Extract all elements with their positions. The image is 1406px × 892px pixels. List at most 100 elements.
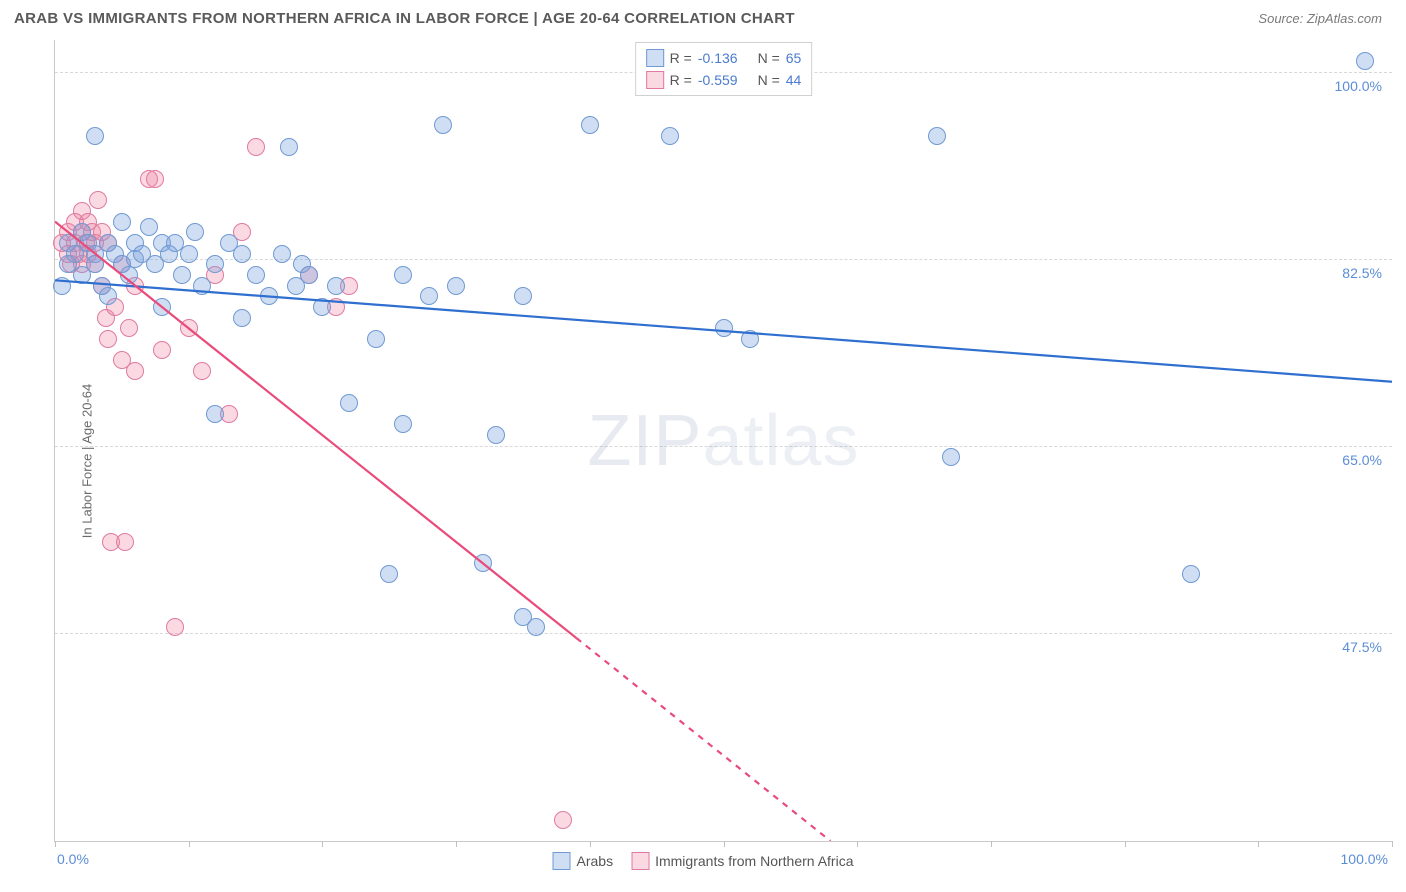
data-point-arabs [86,255,104,273]
data-point-arabs [1356,52,1374,70]
data-point-arabs [53,277,71,295]
r-label: R = [670,72,692,88]
data-point-arabs [140,218,158,236]
data-point-arabs [193,277,211,295]
data-point-arabs [928,127,946,145]
data-point-arabs [247,266,265,284]
x-tick-label-min: 0.0% [57,851,89,867]
data-point-immigrants [146,170,164,188]
source-value: ZipAtlas.com [1307,11,1382,26]
data-point-arabs [153,298,171,316]
legend-row-arabs: R = -0.136 N = 65 [646,47,802,69]
x-tick [857,841,858,847]
data-point-arabs [447,277,465,295]
data-point-arabs [280,138,298,156]
x-tick [322,841,323,847]
n-label: N = [758,50,780,66]
source-attribution: Source: ZipAtlas.com [1258,11,1382,26]
x-tick [189,841,190,847]
swatch-arabs [646,49,664,67]
y-tick-label: 100.0% [1333,78,1384,94]
series-legend: Arabs Immigrants from Northern Africa [553,852,854,870]
gridline [55,633,1392,634]
data-point-arabs [233,309,251,327]
data-point-arabs [394,266,412,284]
data-point-arabs [120,266,138,284]
legend-item-immigrants: Immigrants from Northern Africa [631,852,853,870]
data-point-arabs [420,287,438,305]
data-point-arabs [300,266,318,284]
data-point-immigrants [166,618,184,636]
data-point-arabs [206,405,224,423]
data-point-arabs [514,287,532,305]
data-point-arabs [327,277,345,295]
data-point-arabs [715,319,733,337]
x-tick [590,841,591,847]
data-point-arabs [487,426,505,444]
legend-row-immigrants: R = -0.559 N = 44 [646,69,802,91]
x-tick [55,841,56,847]
data-point-arabs [180,245,198,263]
n-label: N = [758,72,780,88]
x-tick [724,841,725,847]
y-tick-label: 65.0% [1340,452,1384,468]
swatch-immigrants [631,852,649,870]
data-point-arabs [340,394,358,412]
data-point-arabs [260,287,278,305]
n-value-immigrants: 44 [786,72,802,88]
plot-area: ZIPatlas R = -0.136 N = 65 R = -0.559 N … [54,40,1392,842]
data-point-arabs [206,255,224,273]
data-point-arabs [581,116,599,134]
data-point-arabs [186,223,204,241]
y-tick-label: 47.5% [1340,639,1384,655]
data-point-immigrants [89,191,107,209]
data-point-arabs [367,330,385,348]
swatch-arabs [553,852,571,870]
x-tick [1258,841,1259,847]
trend-lines [55,40,1392,841]
gridline [55,259,1392,260]
data-point-arabs [514,608,532,626]
trend-line [576,638,830,841]
y-tick-label: 82.5% [1340,265,1384,281]
chart-container: In Labor Force | Age 20-64 ZIPatlas R = … [14,40,1392,882]
data-point-arabs [661,127,679,145]
data-point-arabs [273,245,291,263]
data-point-arabs [113,213,131,231]
x-tick [991,841,992,847]
legend-item-arabs: Arabs [553,852,614,870]
data-point-arabs [233,245,251,263]
data-point-immigrants [99,330,117,348]
data-point-arabs [434,116,452,134]
data-point-arabs [99,287,117,305]
data-point-arabs [942,448,960,466]
data-point-immigrants [180,319,198,337]
chart-title: ARAB VS IMMIGRANTS FROM NORTHERN AFRICA … [14,10,795,27]
data-point-immigrants [193,362,211,380]
data-point-arabs [86,127,104,145]
gridline [55,446,1392,447]
data-point-immigrants [554,811,572,829]
data-point-arabs [173,266,191,284]
legend-label-arabs: Arabs [577,853,614,869]
x-tick [456,841,457,847]
r-value-arabs: -0.136 [698,50,738,66]
legend-label-immigrants: Immigrants from Northern Africa [655,853,853,869]
data-point-arabs [474,554,492,572]
r-value-immigrants: -0.559 [698,72,738,88]
n-value-arabs: 65 [786,50,802,66]
x-tick [1392,841,1393,847]
correlation-legend: R = -0.136 N = 65 R = -0.559 N = 44 [635,42,813,96]
data-point-arabs [380,565,398,583]
r-label: R = [670,50,692,66]
data-point-arabs [1182,565,1200,583]
data-point-immigrants [153,341,171,359]
watermark: ZIPatlas [587,400,859,482]
data-point-arabs [394,415,412,433]
source-label: Source: [1258,11,1303,26]
data-point-arabs [741,330,759,348]
data-point-immigrants [126,362,144,380]
swatch-immigrants [646,71,664,89]
data-point-arabs [313,298,331,316]
data-point-immigrants [116,533,134,551]
